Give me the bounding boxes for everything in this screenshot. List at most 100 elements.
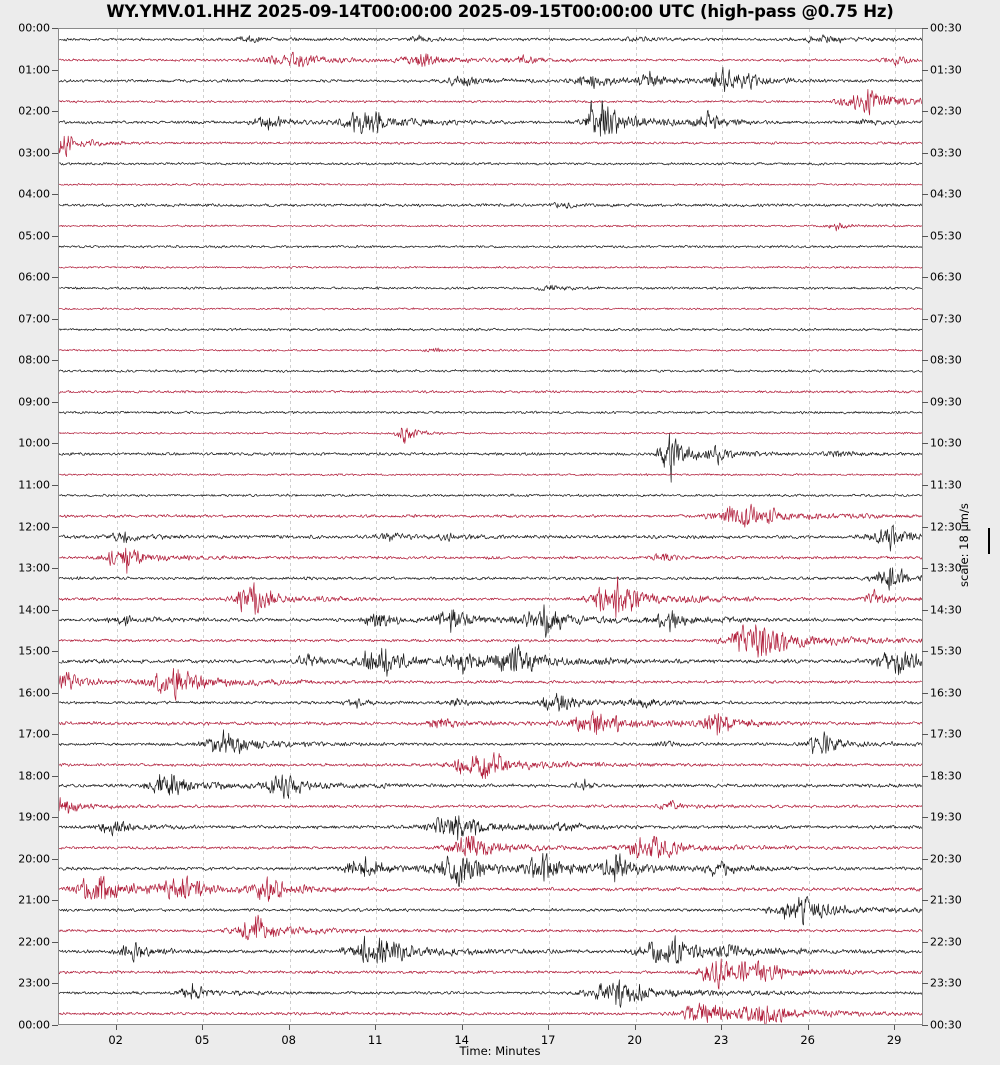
y-tick-label-left: 11:00 — [18, 478, 50, 492]
y-tick-label-left: 03:00 — [18, 146, 50, 160]
trace-row — [59, 135, 922, 157]
y-tick-mark-right — [922, 941, 928, 943]
x-tick-label: 05 — [194, 1033, 210, 1047]
y-tick-mark-left — [52, 235, 58, 237]
y-tick-label-right: 02:30 — [930, 104, 962, 118]
y-tick-mark-left — [52, 1025, 58, 1026]
y-tick-mark-right — [922, 692, 928, 694]
y-tick-label-left: 02:00 — [18, 104, 50, 118]
y-tick-label-left: 23:00 — [18, 976, 50, 990]
y-tick-mark-right — [922, 858, 928, 860]
y-tick-mark-left — [52, 734, 58, 736]
y-tick-label-right: 13:30 — [930, 561, 962, 575]
y-tick-mark-right — [922, 318, 928, 320]
gridline — [635, 29, 637, 1024]
trace-row — [59, 576, 922, 618]
trace-row — [59, 710, 922, 736]
y-tick-mark-right — [922, 817, 928, 819]
y-tick-label-right: 21:30 — [930, 893, 962, 907]
trace-row — [59, 433, 922, 483]
y-tick-label-left: 00:00 — [18, 21, 50, 35]
trace-row — [59, 935, 922, 964]
y-tick-label-right: 20:30 — [930, 852, 962, 866]
trace-row — [59, 161, 922, 166]
y-tick-mark-left — [52, 651, 58, 653]
trace-row — [59, 347, 922, 353]
y-tick-label-right: 10:30 — [930, 436, 962, 450]
trace-row — [59, 914, 922, 941]
y-tick-mark-left — [52, 111, 58, 113]
trace-row — [59, 51, 922, 68]
trace-row — [59, 896, 922, 926]
y-tick-label-right: 05:30 — [930, 229, 962, 243]
y-tick-mark-left — [52, 983, 58, 985]
y-tick-label-right: 19:30 — [930, 810, 962, 824]
trace-row — [59, 89, 922, 116]
trace-row — [59, 182, 922, 186]
y-tick-mark-left — [52, 194, 58, 196]
y-tick-label-right: 07:30 — [930, 312, 962, 326]
y-tick-label-left: 07:00 — [18, 312, 50, 326]
trace-row — [59, 327, 922, 332]
x-tick-mark — [375, 1025, 377, 1030]
y-tick-label-right: 03:30 — [930, 146, 962, 160]
y-tick-label-left: 18:00 — [18, 769, 50, 783]
scale-label: scale: 18 µm/s — [957, 503, 971, 587]
y-tick-label-left: 09:00 — [18, 395, 50, 409]
y-tick-label-left: 00:00 — [18, 1018, 50, 1032]
x-tick-label: 23 — [713, 1033, 729, 1047]
gridline — [203, 29, 205, 1024]
y-tick-label-right: 00:30 — [930, 21, 962, 35]
x-tick-mark — [115, 1025, 117, 1030]
x-tick-mark — [807, 1025, 809, 1030]
y-tick-label-left: 12:00 — [18, 520, 50, 533]
y-tick-mark-right — [922, 484, 928, 486]
y-tick-label-right: 01:30 — [930, 63, 962, 77]
trace-row — [59, 427, 922, 444]
trace-row — [59, 835, 922, 859]
y-tick-mark-left — [52, 775, 58, 777]
trace-row — [59, 752, 922, 780]
y-tick-label-left: 13:00 — [18, 561, 50, 575]
y-tick-mark-right — [922, 900, 928, 902]
y-tick-label-left: 17:00 — [18, 727, 50, 741]
y-tick-label-left: 16:00 — [18, 686, 50, 700]
y-tick-label-right: 22:30 — [930, 935, 962, 949]
y-tick-mark-left — [52, 526, 58, 528]
y-tick-mark-right — [922, 734, 928, 736]
y-tick-label-right: 14:30 — [930, 603, 962, 617]
y-tick-label-left: 22:00 — [18, 935, 50, 949]
y-tick-mark-left — [52, 318, 58, 320]
y-tick-label-right: 18:30 — [930, 769, 962, 783]
y-tick-label-right: 00:30 — [930, 1018, 962, 1032]
trace-row — [59, 979, 922, 1008]
gridline — [722, 29, 724, 1024]
trace-layer — [59, 34, 922, 1024]
x-axis-title: Time: Minutes — [459, 1044, 541, 1058]
trace-row — [59, 284, 922, 292]
x-tick-mark — [548, 1025, 550, 1030]
gridline — [895, 29, 897, 1024]
trace-row — [59, 547, 922, 574]
trace-row — [59, 244, 922, 249]
y-tick-mark-right — [922, 111, 928, 113]
trace-row — [59, 1002, 922, 1024]
y-tick-mark-right — [922, 28, 928, 29]
y-tick-label-right: 04:30 — [930, 187, 962, 201]
y-tick-mark-right — [922, 235, 928, 237]
y-tick-mark-right — [922, 443, 928, 445]
y-tick-mark-right — [922, 983, 928, 985]
gridline — [462, 29, 464, 1024]
trace-row — [59, 958, 922, 990]
y-tick-label-left: 19:00 — [18, 810, 50, 824]
gridline — [549, 29, 551, 1024]
x-tick-mark — [721, 1025, 723, 1030]
y-tick-mark-right — [922, 194, 928, 196]
y-tick-label-right: 12:30 — [930, 520, 962, 533]
y-tick-label-left: 10:00 — [18, 436, 50, 450]
y-tick-label-right: 15:30 — [930, 644, 962, 658]
x-tick-label: 14 — [454, 1033, 469, 1047]
y-tick-label-left: 14:00 — [18, 603, 50, 617]
y-tick-mark-left — [52, 609, 58, 611]
trace-row — [59, 67, 922, 93]
